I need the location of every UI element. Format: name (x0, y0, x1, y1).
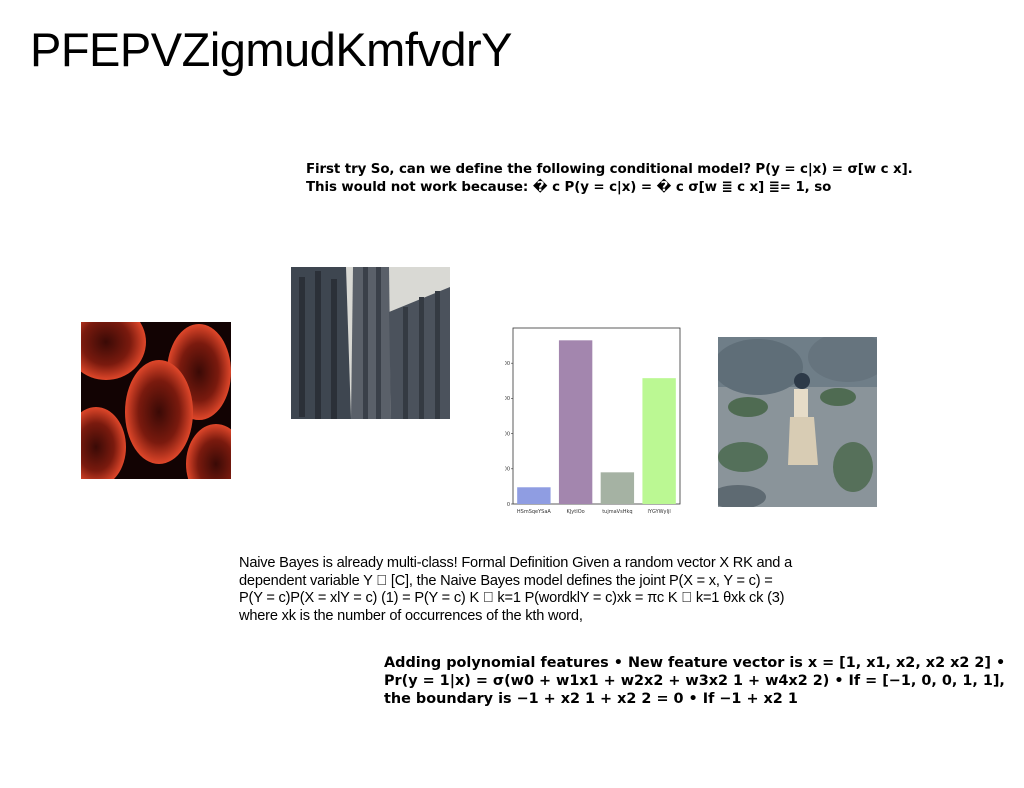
x-tick-label: tujmaVsHkq (602, 509, 632, 515)
text-block-polynomial-features: Adding polynomial features • New feature… (384, 655, 1006, 707)
y-tick-label: 0 (507, 502, 510, 508)
y-tick-label: 400 (505, 431, 510, 437)
slide-title: PFEPVZigmudKmfvdrY (30, 23, 513, 76)
bar-HSmSqeYSaA (517, 487, 551, 504)
y-tick-label: 200 (505, 467, 510, 473)
red-ovals-image (81, 322, 231, 479)
x-tick-label: KJytIOo (567, 509, 585, 515)
text-block-naive-bayes: Naive Bayes is already multi-class! Form… (239, 555, 792, 624)
desert-figure-image (718, 337, 877, 507)
chart-frame (512, 327, 681, 505)
cathedral-spires-image (291, 267, 450, 419)
bar-tujmaVsHkq (600, 472, 635, 504)
text-block-conditional-model: First try So, can we define the followin… (306, 162, 913, 195)
x-tick-label: HSmSqeYSaA (517, 509, 552, 515)
y-tick-label: 600 (505, 396, 510, 402)
bar-chart-svg: 0 200 400 600 800 HSmSqeYSaA KJytIOo tujmaVsHkq… (505, 327, 681, 515)
bar-chart: 0 200 400 600 800 HSmSqeYSaA KJytIOo tujmaVsHkq… (505, 325, 685, 519)
bar-lYGYWyIjl (642, 378, 676, 504)
y-tick-label: 800 (505, 361, 510, 367)
x-tick-label: lYGYWyIjl (648, 509, 671, 515)
bar-KJytIOo (558, 340, 593, 504)
